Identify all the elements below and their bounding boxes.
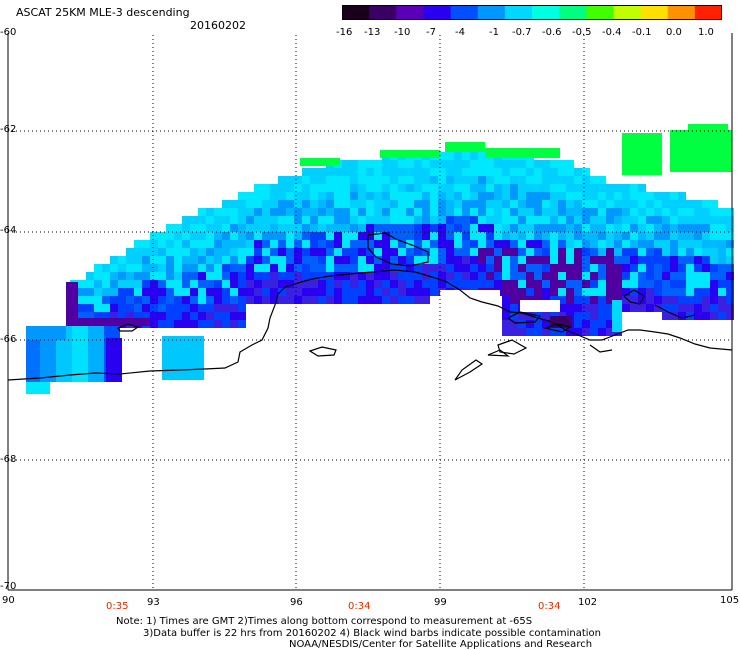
lon-label: 90	[2, 595, 15, 606]
lat-label: -66	[0, 334, 17, 345]
colorbar-label: -13	[364, 27, 381, 38]
colorbar-swatch	[559, 5, 587, 20]
colorbar-swatch	[477, 5, 506, 20]
colorbar-swatch	[640, 5, 669, 20]
colorbar-label: -0.7	[512, 27, 532, 38]
colorbar-label: -16	[336, 27, 353, 38]
colorbar-label: -0.6	[542, 27, 562, 38]
colorbar-label: 0.0	[666, 27, 682, 38]
time-label: 0:35	[106, 601, 129, 612]
colorbar-label: -1	[489, 27, 499, 38]
colorbar-swatch	[504, 5, 533, 20]
coastline	[7, 232, 733, 381]
lon-label: 93	[147, 597, 160, 608]
colorbar-label: -0.1	[632, 27, 652, 38]
time-label: 0:34	[348, 601, 371, 612]
lon-label: 96	[290, 597, 303, 608]
colorbar-swatch	[586, 5, 615, 20]
colorbar-swatch	[450, 5, 479, 20]
lon-label: 102	[578, 597, 598, 608]
colorbar-swatch	[667, 5, 696, 20]
lat-label: -62	[0, 124, 17, 135]
colorbar-labels: -16 -13 -10 -7 -4 -1 -0.7 -0.6 -0.5 -0.4…	[336, 27, 722, 39]
map-date: 20160202	[190, 19, 246, 32]
colorbar-swatch	[694, 5, 723, 20]
note-line-3: NOAA/NESDIS/Center for Satellite Applica…	[289, 639, 593, 650]
ice-shelf-outline	[367, 232, 429, 267]
colorbar-label: -7	[426, 27, 436, 38]
colorbar-label: -10	[394, 27, 411, 38]
lat-label: -60	[0, 27, 17, 38]
note-line-1: Note: 1) Times are GMT 2)Times along bot…	[116, 616, 533, 627]
colorbar-swatch	[613, 5, 642, 20]
colorbar	[342, 5, 723, 20]
colorbar-swatch	[396, 5, 425, 20]
note-line-2: 3)Data buffer is 22 hrs from 20160202 4)…	[143, 628, 601, 639]
colorbar-swatch	[342, 5, 370, 20]
colorbar-gradient	[342, 5, 723, 20]
green-patch-northeast	[622, 124, 732, 175]
colorbar-label: -4	[455, 27, 465, 38]
scatterometer-cells	[26, 142, 734, 394]
colorbar-label: -0.4	[602, 27, 622, 38]
lon-label: 99	[434, 597, 447, 608]
colorbar-swatch	[532, 5, 560, 20]
colorbar-swatch	[423, 5, 452, 20]
colorbar-label: 1.0	[698, 27, 714, 38]
time-label: 0:34	[538, 601, 561, 612]
map-frame	[7, 33, 733, 591]
graticule	[8, 35, 732, 588]
map-title: ASCAT 25KM MLE-3 descending	[16, 6, 190, 19]
lat-label: -68	[0, 454, 17, 465]
lat-label: -70	[0, 581, 17, 592]
lat-label: -64	[0, 225, 17, 236]
lon-label: 105	[720, 595, 740, 606]
colorbar-label: -0.5	[572, 27, 592, 38]
colorbar-swatch	[369, 5, 397, 20]
